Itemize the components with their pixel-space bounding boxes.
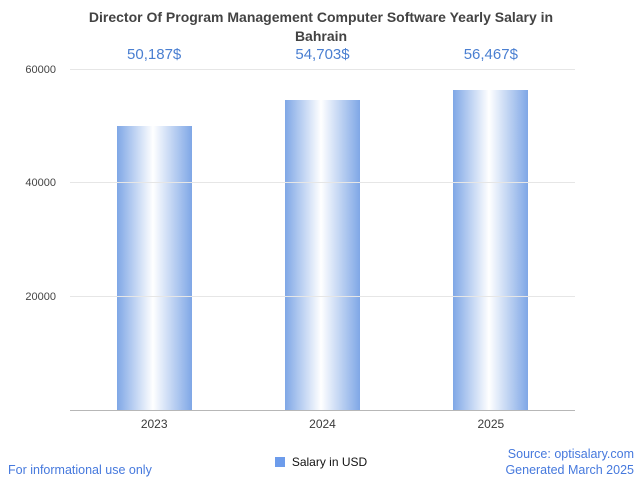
- value-label: 54,703$: [295, 46, 350, 63]
- y-tick-label: 40000: [25, 177, 56, 190]
- legend-marker-icon: [274, 457, 285, 467]
- bar-2024[interactable]: [284, 100, 360, 410]
- value-label: 50,187$: [127, 46, 182, 63]
- bar-column: [238, 70, 406, 410]
- legend-label: Salary in USD: [291, 455, 368, 469]
- generated-date: Generated March 2025: [505, 463, 634, 477]
- bars: [70, 70, 575, 410]
- plot-area: [70, 69, 575, 411]
- chart-title: Director Of Program Management Computer …: [88, 9, 554, 44]
- gridline: [70, 69, 575, 70]
- bar-column: [70, 70, 238, 410]
- source-link[interactable]: Source: optisalary.com: [507, 447, 634, 461]
- gridline: [70, 182, 575, 184]
- bar-2025[interactable]: [453, 90, 529, 410]
- value-labels: 50,187$ 54,703$ 56,467$: [70, 46, 575, 66]
- x-tick-label: 2023: [140, 417, 168, 431]
- value-label: 56,467$: [463, 46, 518, 63]
- y-axis-ticks: 20000 40000 60000: [0, 64, 62, 410]
- y-tick-label: 60000: [25, 64, 56, 76]
- gridline: [70, 295, 575, 297]
- bar-column: [407, 70, 575, 410]
- y-tick-label: 20000: [25, 290, 56, 303]
- x-tick-label: 2025: [477, 417, 505, 431]
- legend: Salary in USD: [0, 455, 642, 469]
- x-tick-label: 2024: [309, 417, 336, 431]
- x-axis-labels: 2023 2024 2025: [70, 417, 575, 431]
- disclaimer-text: For informational use only: [8, 463, 152, 477]
- attribution: Source: optisalary.com Generated March 2…: [505, 446, 634, 478]
- bar-2023[interactable]: [116, 125, 192, 410]
